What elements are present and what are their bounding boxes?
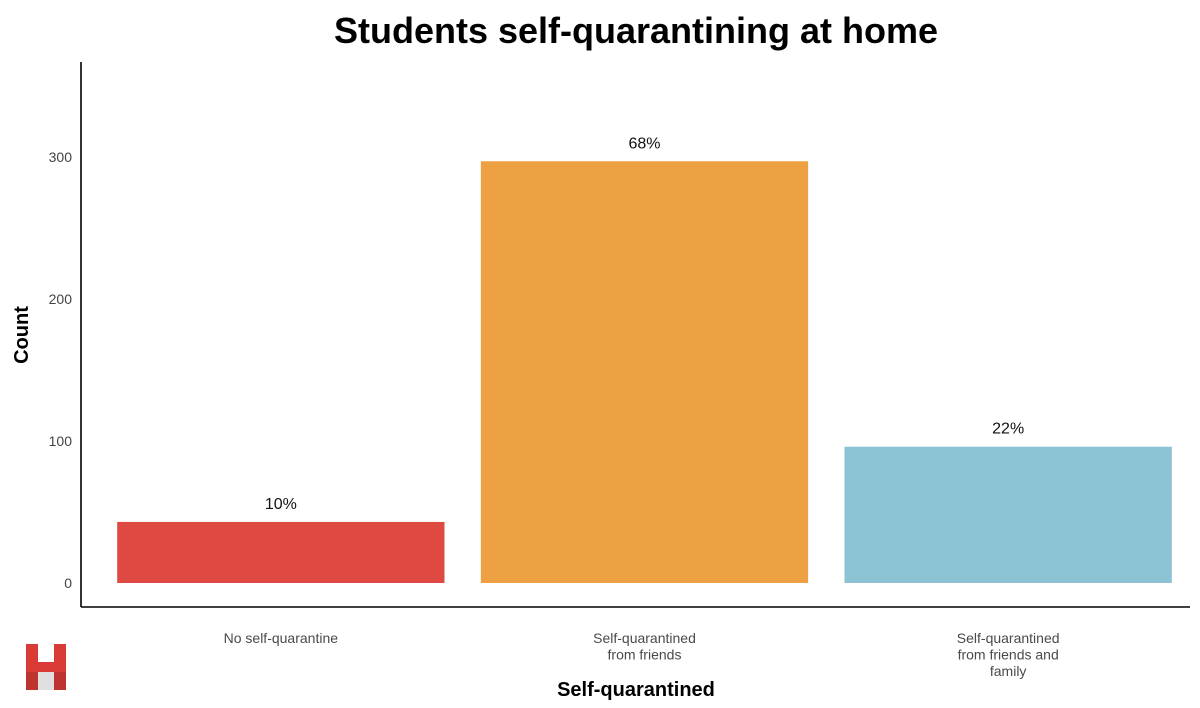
x-tick-label: from friends xyxy=(608,647,682,663)
data-label: 68% xyxy=(628,135,660,152)
x-tick-label: No self-quarantine xyxy=(224,630,339,646)
x-tick-label: from friends and xyxy=(958,647,1059,663)
x-axis-title: Self-quarantined xyxy=(557,679,715,701)
bar xyxy=(117,521,445,583)
x-tick-label: Self-quarantined xyxy=(593,630,696,646)
data-label: 22% xyxy=(992,421,1024,438)
y-tick-label: 300 xyxy=(49,149,73,165)
bar xyxy=(844,446,1172,583)
y-tick-label: 200 xyxy=(49,291,73,307)
y-tick-label: 100 xyxy=(49,433,73,449)
h-logo-icon xyxy=(26,644,66,690)
y-axis-title: Count xyxy=(11,306,33,364)
chart-title: Students self-quarantining at home xyxy=(334,10,938,51)
y-tick-label: 0 xyxy=(64,575,72,591)
x-tick-label: Self-quarantined xyxy=(957,630,1060,646)
x-tick-label: family xyxy=(990,663,1027,679)
plot-area: 0 100 200 300 10% No self-quarantine 68% Self-q… xyxy=(49,135,1172,679)
data-label: 10% xyxy=(265,496,297,513)
bar xyxy=(480,161,809,583)
